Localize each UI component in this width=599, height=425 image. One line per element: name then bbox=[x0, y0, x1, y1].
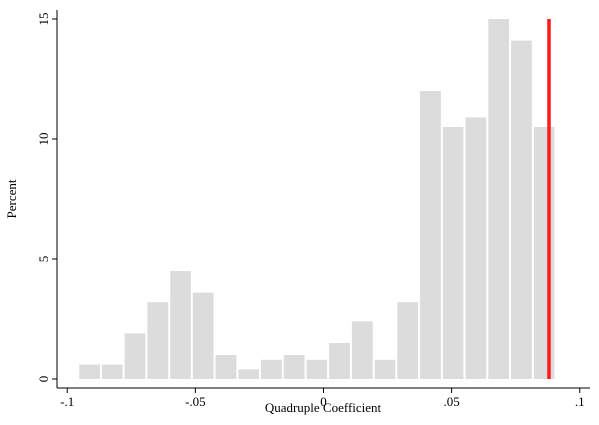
bar bbox=[215, 355, 237, 379]
bar bbox=[238, 369, 259, 379]
bar bbox=[124, 333, 146, 379]
bar bbox=[465, 117, 487, 380]
bar bbox=[420, 91, 441, 379]
bar bbox=[511, 40, 532, 379]
y-tick-label: 0 bbox=[36, 376, 51, 383]
bar bbox=[306, 359, 328, 379]
x-tick-label: .05 bbox=[444, 394, 460, 409]
y-tick-label: 5 bbox=[36, 256, 51, 263]
bar bbox=[283, 355, 305, 379]
bar bbox=[329, 343, 350, 379]
bar bbox=[397, 302, 419, 379]
x-tick-label: .1 bbox=[575, 394, 585, 409]
bar bbox=[351, 321, 373, 379]
x-tick-label: -.1 bbox=[60, 394, 74, 409]
x-tick-label: -.05 bbox=[185, 394, 206, 409]
bar bbox=[192, 292, 214, 379]
bar bbox=[147, 302, 169, 379]
y-tick-label: 10 bbox=[36, 133, 51, 146]
bar bbox=[260, 359, 282, 379]
bar bbox=[102, 364, 123, 379]
bar bbox=[488, 19, 510, 379]
bar bbox=[374, 359, 396, 379]
bar bbox=[533, 127, 555, 379]
y-axis-label: Percent bbox=[4, 179, 19, 218]
bar bbox=[170, 271, 191, 379]
x-axis-label: Quadruple Coefficient bbox=[265, 400, 382, 415]
bar bbox=[79, 364, 101, 379]
x-tick-label: 0 bbox=[320, 394, 327, 409]
bar bbox=[442, 127, 464, 379]
y-tick-label: 15 bbox=[36, 13, 51, 26]
